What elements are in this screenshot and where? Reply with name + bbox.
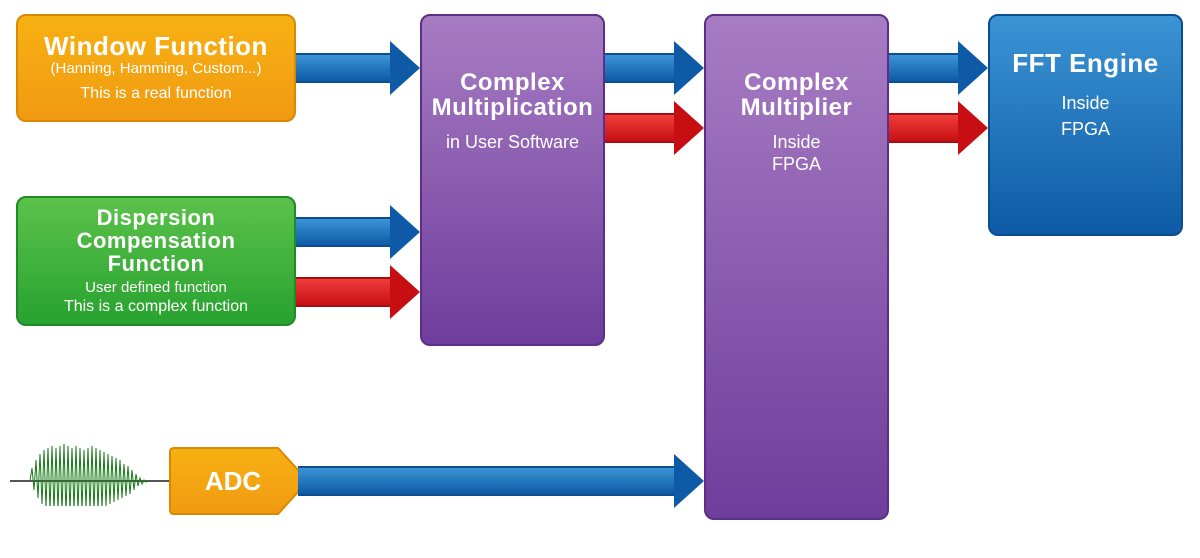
- complex-multiplier-title: Complex Multiplier: [741, 70, 853, 120]
- dispersion-title: Dispersion Compensation Function: [26, 206, 286, 275]
- arrow-disp_to_cm_blue: [296, 205, 420, 259]
- fft-sub1: Inside: [1061, 93, 1109, 115]
- complex-multiplication-sub: in User Software: [446, 132, 579, 154]
- complex-multiplication-title: Complex Multiplication: [432, 70, 594, 120]
- arrow-wf_to_cm: [296, 41, 420, 95]
- complex-multiplier-sub2: FPGA: [772, 154, 821, 176]
- complex-multiplier-sub1: Inside: [772, 132, 820, 154]
- arrow-disp_to_cm_red: [296, 265, 420, 319]
- node-dispersion-compensation: Dispersion Compensation Function User de…: [16, 196, 296, 326]
- arrow-cmul_to_fft_red: [889, 101, 988, 155]
- node-window-function: Window Function (Hanning, Hamming, Custo…: [16, 14, 296, 122]
- node-fft-engine: FFT Engine Inside FPGA: [988, 14, 1183, 236]
- window-function-sub2: This is a real function: [80, 84, 231, 103]
- adc-label-text: ADC: [205, 466, 261, 497]
- window-function-sub1: (Hanning, Hamming, Custom...): [51, 60, 262, 78]
- arrow-cm_to_cmul_red: [605, 101, 704, 155]
- adc-label: ADC: [168, 446, 298, 516]
- node-complex-multiplication: Complex Multiplication in User Software: [420, 14, 605, 346]
- diagram-canvas: Window Function (Hanning, Hamming, Custo…: [0, 0, 1200, 558]
- dispersion-sub1: User defined function: [85, 279, 227, 297]
- window-function-title: Window Function: [44, 33, 268, 60]
- arrow-cm_to_cmul_blue: [605, 41, 704, 95]
- arrow-cmul_to_fft_blue: [889, 41, 988, 95]
- dispersion-sub2: This is a complex function: [64, 297, 248, 316]
- fft-sub2: FPGA: [1061, 119, 1110, 141]
- arrow-adc_to_cmul: [298, 454, 704, 508]
- fft-title: FFT Engine: [1012, 50, 1159, 77]
- node-complex-multiplier: Complex Multiplier Inside FPGA: [704, 14, 889, 520]
